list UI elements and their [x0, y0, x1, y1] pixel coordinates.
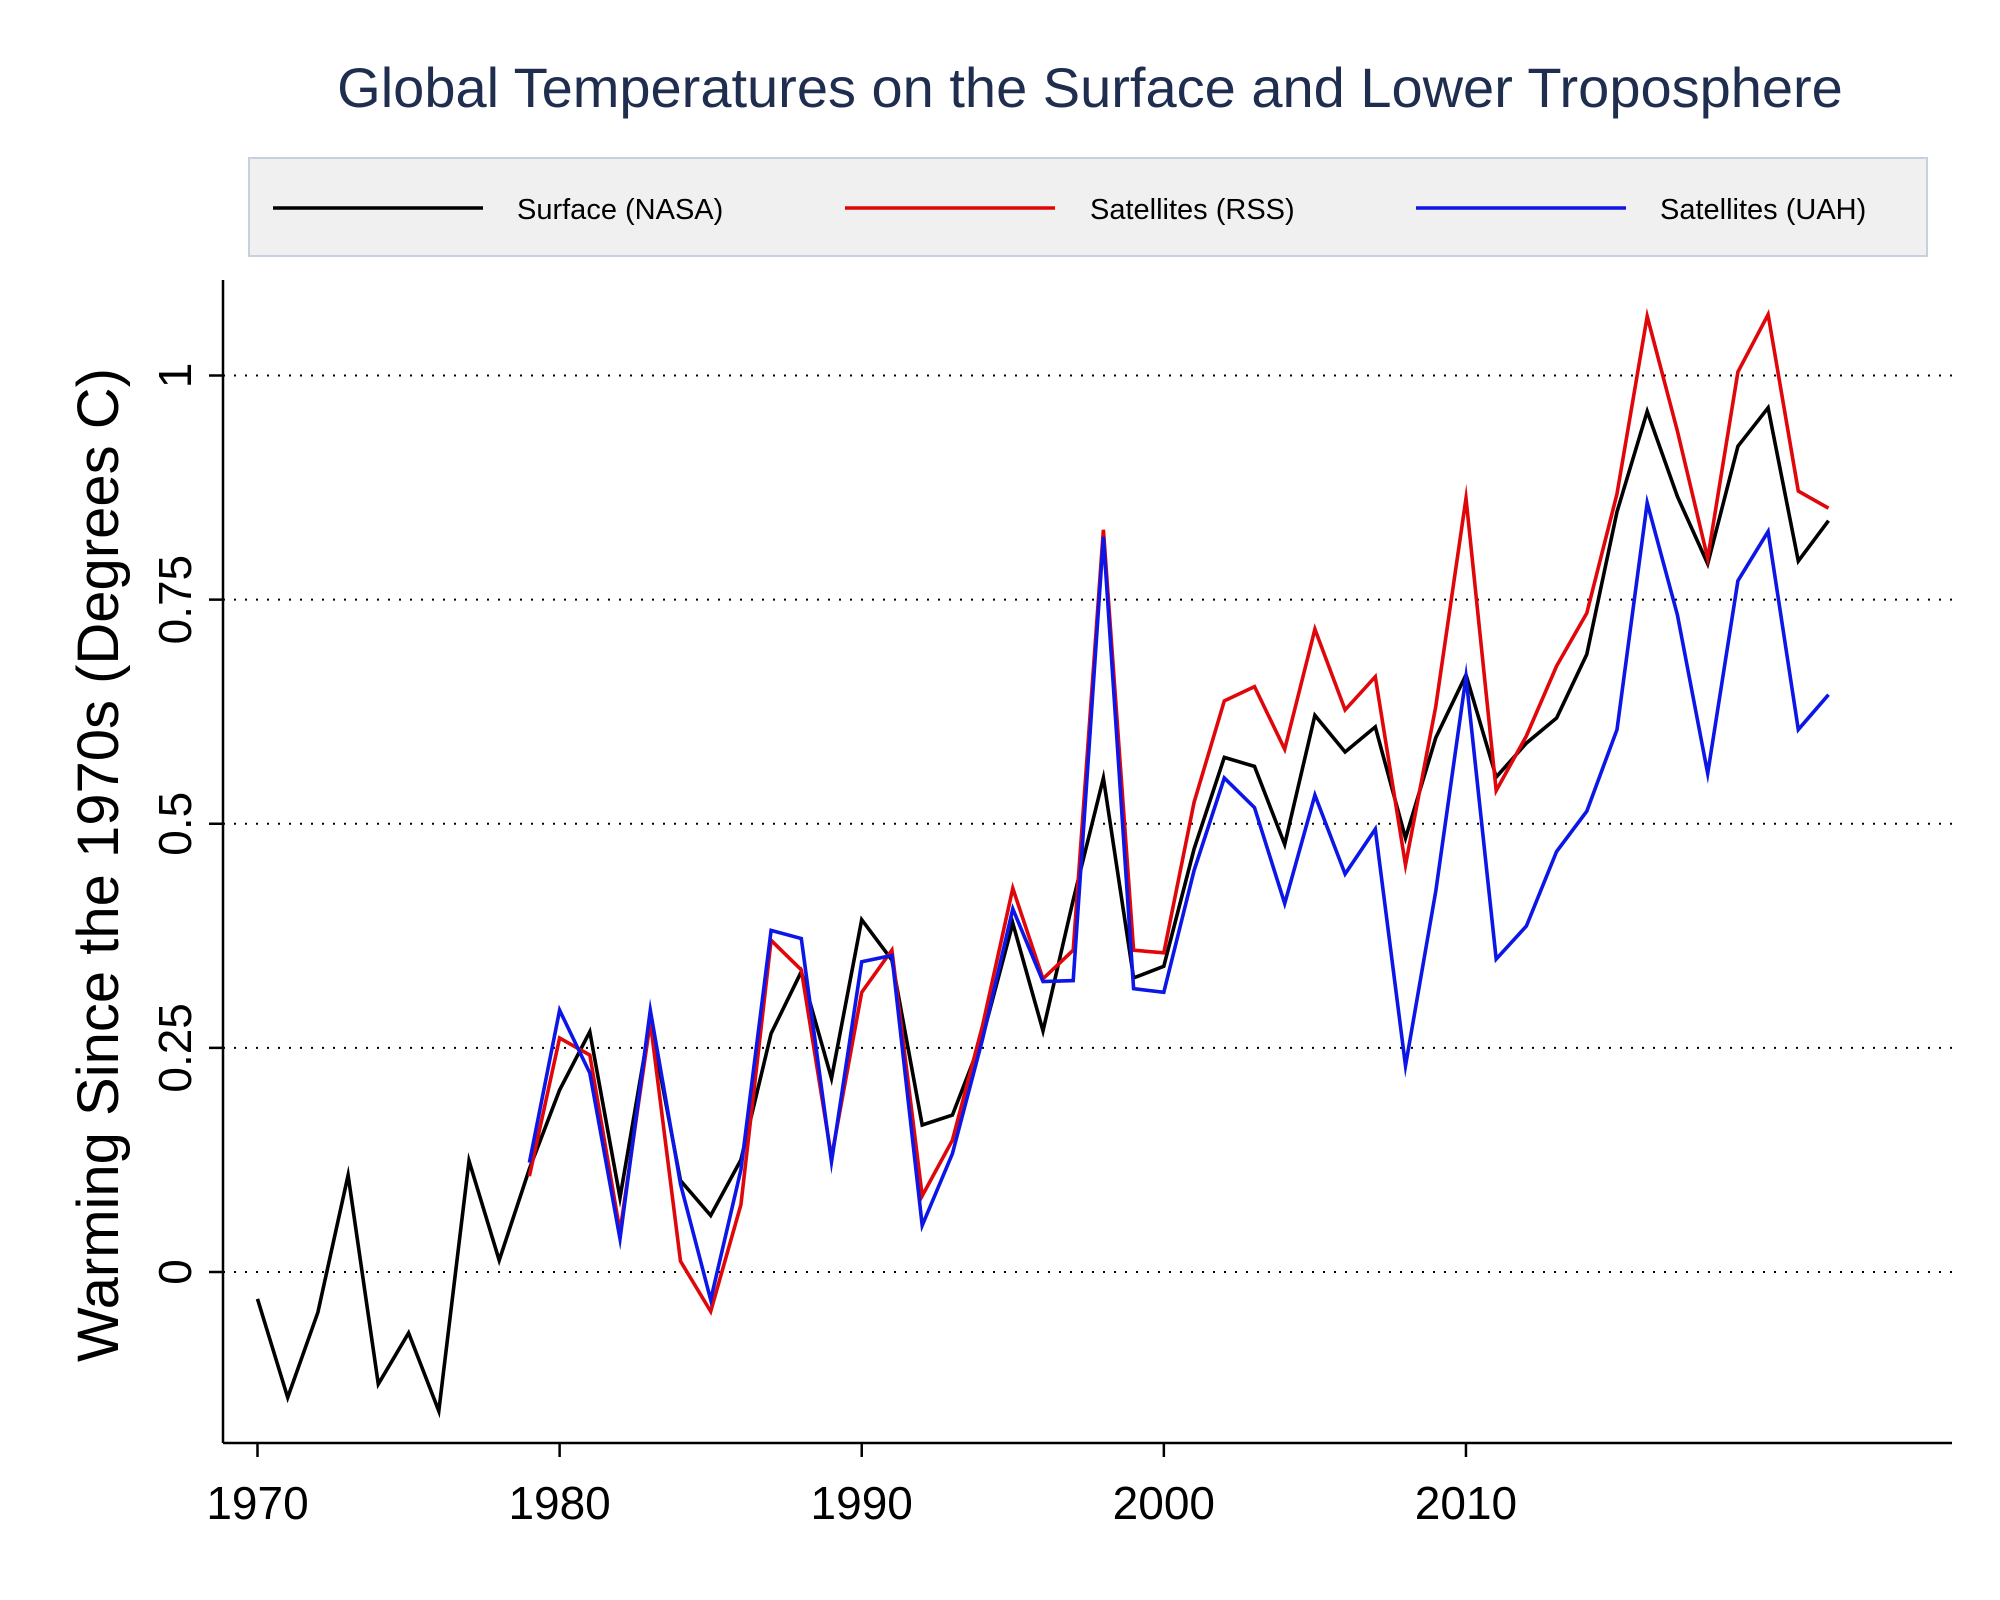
y-tick-label: 0.25 [149, 1003, 201, 1093]
x-tick-label: 1970 [206, 1477, 308, 1529]
x-tick-label: 2000 [1113, 1477, 1215, 1529]
axis-layer: 0 0.25 0.5 0.75 1 1970 1980 1990 2000 2010 [149, 280, 1952, 1529]
legend [248, 157, 1928, 257]
y-axis-label: Warming Since the 1970s (Degrees C) [66, 368, 131, 1362]
series-line-1 [255, 403, 1830, 1419]
x-tick-label: 2010 [1415, 1477, 1517, 1529]
legend-label-2: Satellites (RSS) [1090, 194, 1295, 226]
y-tick-label: 0.5 [149, 792, 201, 856]
legend-layer: Surface (NASA) Satellites (RSS) Satellites… [273, 194, 1866, 226]
y-tick-label: 0 [149, 1259, 201, 1285]
legend-label-1: Surface (NASA) [517, 194, 723, 226]
series-line-3 [527, 493, 1830, 1308]
y-tick-label: 0.75 [149, 555, 201, 645]
series-layer [255, 307, 1830, 1419]
series-line-2 [527, 307, 1830, 1316]
chart-title: Global Temperatures on the Surface and L… [337, 56, 1843, 119]
x-tick-label: 1990 [811, 1477, 913, 1529]
x-tick-label: 1980 [508, 1477, 610, 1529]
grid-layer [223, 374, 1952, 1273]
y-tick-label: 1 [149, 363, 201, 389]
legend-label-3: Satellites (UAH) [1660, 194, 1866, 226]
